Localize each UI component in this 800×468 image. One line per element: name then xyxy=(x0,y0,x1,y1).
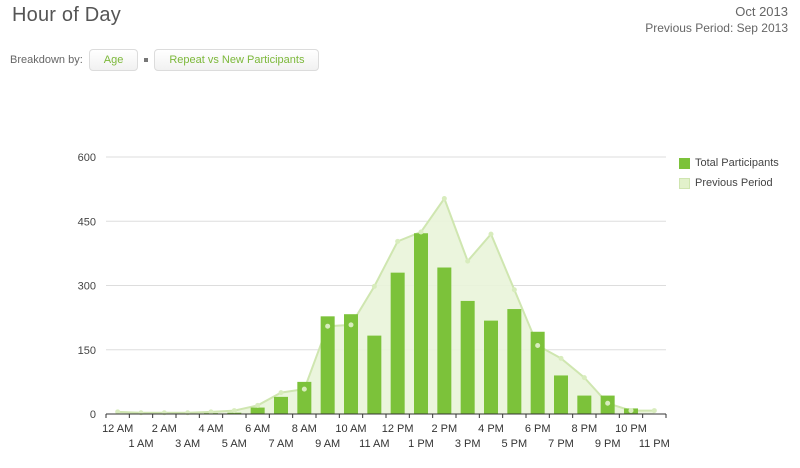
period-info: Oct 2013 Previous Period: Sep 2013 xyxy=(645,4,788,36)
previous-period-point xyxy=(651,408,657,414)
x-tick-label: 10 PM xyxy=(615,423,647,435)
legend-swatch-total-icon xyxy=(679,157,690,169)
breakdown-label: Breakdown by: xyxy=(10,54,83,66)
legend-swatch-previous-icon xyxy=(679,177,690,189)
x-tick-label: 2 PM xyxy=(431,423,457,435)
bar xyxy=(227,412,242,414)
previous-period-point xyxy=(348,322,354,328)
chart-legend: Total Participants Previous Period xyxy=(679,153,779,193)
previous-period-point xyxy=(558,355,564,361)
breakdown-age-button[interactable]: Age xyxy=(88,49,139,71)
previous-period-point xyxy=(628,408,634,414)
previous-period-point xyxy=(511,287,517,293)
previous-period-point xyxy=(535,342,541,348)
x-tick-label: 8 AM xyxy=(292,423,317,435)
x-tick-label: 7 PM xyxy=(548,438,574,450)
x-tick-label: 8 PM xyxy=(571,423,597,435)
bar xyxy=(297,381,312,414)
previous-period-point xyxy=(605,400,611,406)
x-tick-label: 7 AM xyxy=(268,438,293,450)
previous-period-point xyxy=(488,231,494,237)
x-tick-label: 12 AM xyxy=(102,423,133,435)
bar xyxy=(344,314,358,414)
previous-period-point xyxy=(418,229,424,235)
x-tick-label: 9 AM xyxy=(315,438,340,450)
x-tick-label: 1 PM xyxy=(408,438,434,450)
previous-period-point xyxy=(278,390,284,396)
previous-period-point xyxy=(208,409,214,415)
bar xyxy=(577,395,592,414)
legend-label-previous: Previous Period xyxy=(695,177,773,189)
x-tick-label: 9 PM xyxy=(595,438,621,450)
previous-period-point xyxy=(231,408,237,414)
x-tick-label: 4 AM xyxy=(198,423,223,435)
y-tick-label: 450 xyxy=(78,216,96,228)
x-tick-label: 5 AM xyxy=(222,438,247,450)
bar xyxy=(250,407,265,414)
previous-period: Previous Period: Sep 2013 xyxy=(645,21,788,35)
bar xyxy=(530,331,545,414)
breakdown-bar: Breakdown by: Age Repeat vs New Particip… xyxy=(10,49,320,71)
breakdown-repeat-new-button[interactable]: Repeat vs New Participants xyxy=(154,49,320,71)
bar xyxy=(554,375,568,414)
page-title: Hour of Day xyxy=(12,4,121,26)
bar xyxy=(484,320,498,414)
previous-period-point xyxy=(465,258,471,264)
bar xyxy=(414,233,428,414)
x-tick-label: 10 AM xyxy=(335,423,366,435)
bar xyxy=(274,396,288,414)
current-period: Oct 2013 xyxy=(735,4,788,19)
legend-item-total[interactable]: Total Participants xyxy=(679,153,779,173)
bar xyxy=(367,335,382,414)
previous-period-area xyxy=(117,198,655,414)
previous-period-point xyxy=(325,323,331,329)
y-tick-label: 300 xyxy=(78,281,96,293)
x-tick-label: 11 PM xyxy=(639,438,670,450)
x-tick-label: 11 AM xyxy=(359,438,389,450)
breakdown-separator-icon xyxy=(144,58,149,62)
x-tick-label: 12 PM xyxy=(382,423,414,435)
previous-period-point xyxy=(115,409,121,415)
x-tick-label: 2 AM xyxy=(152,423,177,435)
bar xyxy=(320,316,335,414)
bar xyxy=(390,272,405,414)
x-tick-label: 6 PM xyxy=(525,423,551,435)
previous-period-point xyxy=(301,386,307,392)
bar xyxy=(460,300,475,414)
bar xyxy=(437,267,452,414)
x-tick-label: 5 PM xyxy=(501,438,527,450)
x-tick-label: 3 AM xyxy=(175,438,200,450)
previous-period-point xyxy=(371,283,377,289)
bar xyxy=(507,309,522,414)
y-tick-label: 150 xyxy=(78,345,96,357)
previous-period-point xyxy=(255,402,261,408)
legend-item-previous[interactable]: Previous Period xyxy=(679,173,779,193)
x-tick-label: 6 AM xyxy=(245,423,270,435)
x-tick-label: 4 PM xyxy=(478,423,504,435)
x-tick-label: 3 PM xyxy=(455,438,481,450)
x-tick-label: 1 AM xyxy=(128,438,153,450)
legend-label-total: Total Participants xyxy=(695,157,779,169)
previous-period-line xyxy=(117,196,655,414)
y-tick-label: 600 xyxy=(78,152,96,164)
previous-period-point xyxy=(395,238,401,244)
previous-period-point xyxy=(581,375,587,381)
previous-period-point xyxy=(441,196,447,202)
y-tick-label: 0 xyxy=(90,409,96,421)
